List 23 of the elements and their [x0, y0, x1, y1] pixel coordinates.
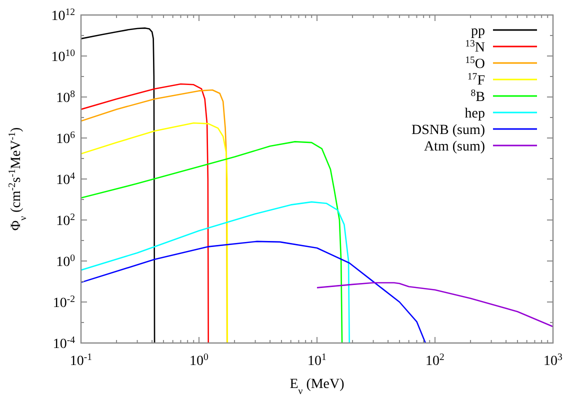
legend-label: hep	[464, 106, 485, 122]
legend-label: $^{8}$B	[470, 88, 485, 105]
x-tick-label: 10$^{0}$	[190, 352, 209, 369]
y-tick-label: 10$^{6}$	[56, 130, 76, 147]
y-tick-label: 10$^{-2}$	[52, 294, 76, 311]
x-axis-title: E$_{ν}$ (MeV)	[290, 377, 345, 396]
x-tick-label: 10$^{2}$	[426, 352, 445, 369]
y-tick-label: 10$^{0}$	[56, 252, 76, 270]
legend-label: pp	[471, 24, 485, 39]
y-tick-label: 10$^{12}$	[51, 6, 76, 24]
legend-label: DSNB (sum)	[411, 123, 486, 138]
legend-label: $^{13}$N	[465, 38, 485, 56]
y-tick-label: 10$^{4}$	[56, 170, 76, 188]
x-tick-label: 10$^{1}$	[308, 352, 327, 369]
x-tick-label: 10$^{-1}$	[70, 352, 92, 369]
x-tick-label: 10$^{3}$	[544, 352, 563, 369]
y-tick-label: 10$^{-4}$	[52, 334, 76, 352]
y-tick-label: 10$^{8}$	[56, 88, 76, 106]
legend-label: $^{15}$O	[465, 54, 485, 72]
y-tick-label: 10$^{10}$	[51, 48, 76, 65]
y-tick-label: 10$^{2}$	[56, 212, 76, 229]
legend-label: $^{17}$F	[467, 71, 486, 88]
legend-label: Atm (sum)	[424, 140, 486, 154]
